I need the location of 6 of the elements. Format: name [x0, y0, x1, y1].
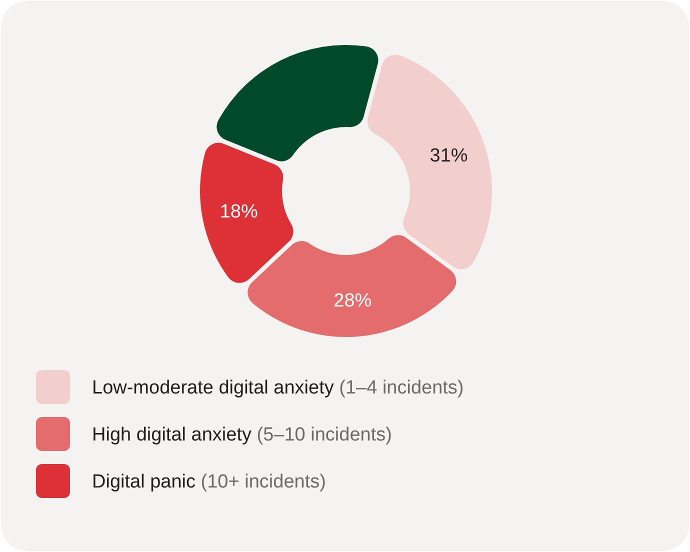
data-label: 28% [334, 290, 372, 312]
legend-label: Digital panic (10+ incidents) [92, 472, 326, 493]
data-label: 18% [220, 202, 258, 223]
legend-label: Low-moderate digital anxiety (1–4 incidents) [92, 378, 464, 399]
data-label: 31% [430, 145, 468, 166]
legend-label: High digital anxiety (5–10 incidents) [92, 424, 392, 446]
